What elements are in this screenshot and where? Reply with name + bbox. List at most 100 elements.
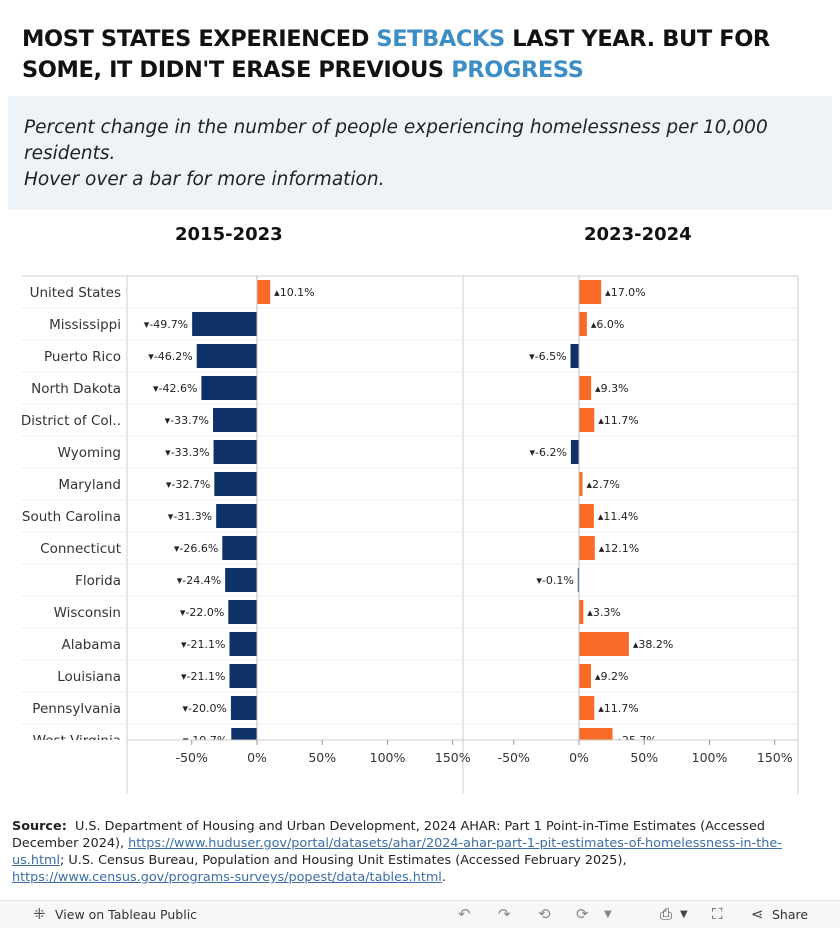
data-label: ▾-6.5% [529, 350, 566, 363]
bar-2015-2023-District of Col..[interactable] [213, 408, 257, 432]
bars-group: United States ▴10.1% ▴17.0% Mississippi ▾-49… [21, 280, 798, 752]
source-note: Source: U.S. Department of Housing and U… [12, 818, 802, 886]
title-part2: LAST YEAR. BUT FOR SOME, IT DIDN'T ERASE… [22, 26, 770, 83]
bar-2023-2024-Pennsylvania[interactable] [579, 696, 595, 720]
data-label: ▴11.7% [598, 414, 638, 427]
bar-2023-2024-Mississippi[interactable] [579, 312, 587, 336]
data-label: ▾-24.4% [177, 574, 221, 587]
source-text-2: ; U.S. Census Bureau, Population and Hou… [60, 853, 627, 868]
bar-2023-2024-North Dakota[interactable] [579, 376, 592, 400]
data-label: ▴25.7% [617, 734, 657, 747]
x-tick-label: 150% [757, 750, 793, 765]
title-highlight-setbacks: SETBACKS [376, 26, 505, 52]
category-label: District of Col.. [21, 413, 121, 429]
bar-2015-2023-Wisconsin[interactable] [228, 600, 257, 624]
bar-2023-2024-West Virginia[interactable] [579, 728, 613, 752]
title-part1: MOST STATES EXPERIENCED [22, 26, 377, 52]
data-label: ▾-33.7% [165, 414, 209, 427]
data-label: ▴38.2% [633, 638, 673, 651]
source-label: Source: [12, 819, 67, 834]
data-label: ▴3.3% [587, 606, 620, 619]
download-dropdown-icon[interactable]: ▼ [680, 909, 688, 920]
bar-2015-2023-Pennsylvania[interactable] [230, 696, 257, 720]
title-highlight-progress: PROGRESS [451, 57, 584, 83]
category-label: Louisiana [57, 669, 121, 685]
subtitle-box: Percent change in the number of people e… [8, 96, 832, 210]
tableau-logo-icon: ⁜ [33, 905, 46, 923]
bar-2023-2024-Wisconsin[interactable] [579, 600, 584, 624]
category-label: West Virginia [33, 733, 121, 749]
fullscreen-icon[interactable]: ⛶ [712, 905, 723, 923]
x-tick-label: 150% [435, 750, 471, 765]
share-button[interactable]: Share [772, 907, 809, 922]
x-tick-label: 50% [630, 750, 658, 765]
source-link-census[interactable]: https://www.census.gov/programs-surveys/… [12, 870, 442, 885]
bar-2015-2023-United States[interactable] [257, 280, 271, 304]
bar-2023-2024-Wyoming[interactable] [570, 440, 579, 464]
revert-icon[interactable]: ⟲ [538, 905, 551, 923]
data-label: ▴2.7% [587, 478, 620, 491]
data-label: ▴10.1% [274, 286, 314, 299]
bar-2015-2023-South Carolina[interactable] [216, 504, 257, 528]
bar-2023-2024-South Carolina[interactable] [579, 504, 594, 528]
refresh-icon[interactable]: ⟳ [576, 905, 589, 923]
bar-2023-2024-Connecticut[interactable] [579, 536, 595, 560]
redo-icon[interactable]: ↷ [498, 905, 511, 923]
bar-2023-2024-United States[interactable] [579, 280, 602, 304]
x-tick-label: 50% [308, 750, 336, 765]
bar-chart[interactable]: United States ▴10.1% ▴17.0% Mississippi ▾-49… [0, 262, 840, 797]
source-text-1: U.S. Department of Housing and Urban Dev… [12, 819, 765, 851]
bar-2023-2024-Maryland[interactable] [579, 472, 583, 496]
bar-2015-2023-Puerto Rico[interactable] [196, 344, 257, 368]
category-label: South Carolina [22, 509, 121, 525]
view-on-tableau-link[interactable]: View on Tableau Public [55, 907, 198, 922]
pause-dropdown-icon[interactable]: ▼ [604, 909, 612, 920]
source-link-hud[interactable]: https://www.huduser.gov/portal/datasets/… [12, 836, 782, 868]
data-label: ▴9.3% [595, 382, 628, 395]
subtitle-line2: Hover over a bar for more information. [24, 169, 385, 190]
bar-2015-2023-Florida[interactable] [225, 568, 257, 592]
bar-2023-2024-District of Col..[interactable] [579, 408, 595, 432]
category-label: Puerto Rico [44, 349, 121, 365]
data-label: ▾-33.3% [165, 446, 209, 459]
category-label: Florida [75, 573, 121, 589]
data-label: ▾-19.7% [183, 734, 227, 747]
panel-title-right: 2023-2024 [584, 224, 692, 245]
category-label: Wyoming [58, 445, 121, 461]
share-icon[interactable]: ⋖ [751, 905, 764, 923]
bar-2015-2023-Connecticut[interactable] [222, 536, 257, 560]
data-label: ▴17.0% [605, 286, 645, 299]
category-label: Pennsylvania [32, 701, 121, 717]
bar-2015-2023-Wyoming[interactable] [213, 440, 257, 464]
bar-2015-2023-Mississippi[interactable] [192, 312, 257, 336]
bar-2015-2023-Alabama[interactable] [229, 632, 257, 656]
category-label: Mississippi [49, 317, 121, 333]
download-icon[interactable]: ⎙ [660, 905, 673, 923]
data-label: ▾-26.6% [174, 542, 218, 555]
category-label: Maryland [58, 477, 121, 493]
x-tick-label: 100% [370, 750, 406, 765]
bar-2015-2023-Louisiana[interactable] [229, 664, 257, 688]
bar-2023-2024-Louisiana[interactable] [579, 664, 592, 688]
undo-icon[interactable]: ↶ [458, 905, 471, 923]
data-label: ▾-42.6% [153, 382, 197, 395]
data-label: ▾-49.7% [144, 318, 188, 331]
bar-2015-2023-North Dakota[interactable] [201, 376, 257, 400]
category-label: Wisconsin [54, 605, 121, 621]
bar-2023-2024-Puerto Rico[interactable] [570, 344, 579, 368]
data-label: ▾-21.1% [181, 638, 225, 651]
bar-2015-2023-Maryland[interactable] [214, 472, 257, 496]
bar-2023-2024-Florida[interactable] [577, 568, 579, 592]
data-label: ▴11.4% [598, 510, 638, 523]
data-label: ▾-46.2% [148, 350, 192, 363]
x-tick-label: 0% [569, 750, 589, 765]
data-label: ▴6.0% [591, 318, 624, 331]
subtitle-line1: Percent change in the number of people e… [24, 117, 768, 164]
bar-2015-2023-West Virginia[interactable] [231, 728, 257, 752]
data-label: ▾-21.1% [181, 670, 225, 683]
data-label: ▾-31.3% [168, 510, 212, 523]
data-label: ▴9.2% [595, 670, 628, 683]
bar-2023-2024-Alabama[interactable] [579, 632, 629, 656]
data-label: ▾-20.0% [182, 702, 226, 715]
source-text-3: . [441, 870, 446, 885]
